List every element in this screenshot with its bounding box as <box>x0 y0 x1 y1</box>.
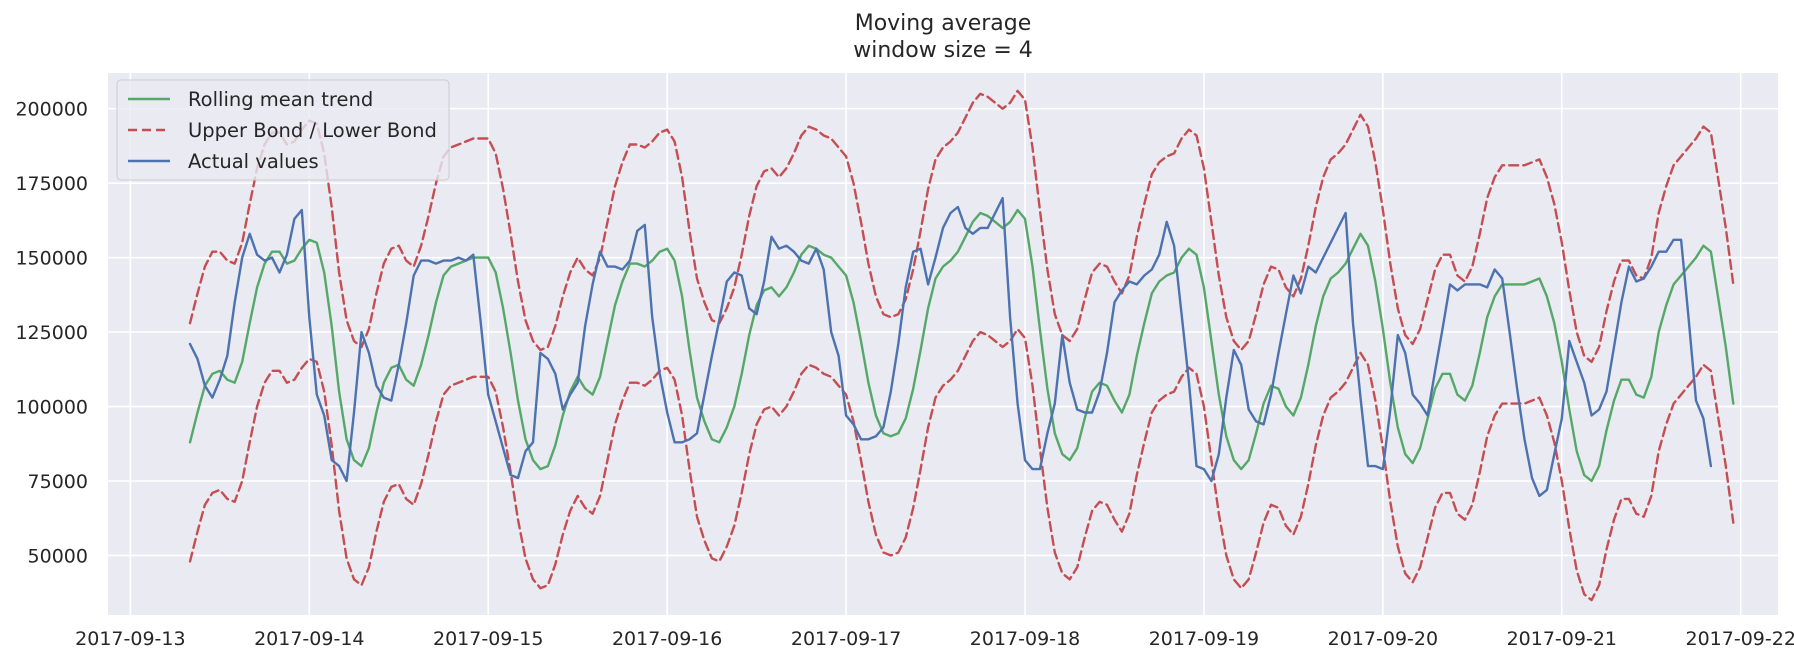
x-tick-label: 2017-09-14 <box>254 628 364 650</box>
x-axis-ticks: 2017-09-13 2017-09-14 2017-09-15 2017-09-16… <box>75 628 1794 650</box>
y-tick-label: 75000 <box>28 471 88 493</box>
y-tick-label: 200000 <box>15 99 88 121</box>
x-tick-label: 2017-09-21 <box>1507 628 1617 650</box>
legend-box <box>116 79 450 181</box>
legend-label-actual: Actual values <box>188 150 319 173</box>
x-tick-label: 2017-09-16 <box>612 628 722 650</box>
x-tick-label: 2017-09-22 <box>1686 628 1794 650</box>
x-tick-label: 2017-09-18 <box>970 628 1080 650</box>
actual-values-line <box>188 196 1713 498</box>
y-axis-ticks: 50000 75000 100000 125000 150000 175000 200000 <box>15 99 88 568</box>
lower-bond-line <box>188 327 1735 602</box>
x-tick-label: 2017-09-19 <box>1149 628 1259 650</box>
rolling-mean-line <box>188 208 1735 483</box>
legend-label-bonds: Upper Bond / Lower Bond <box>188 119 437 142</box>
legend-label-rolling-mean: Rolling mean trend <box>188 88 373 111</box>
x-tick-label: 2017-09-20 <box>1328 628 1438 650</box>
chart-subtitle: window size = 4 <box>853 38 1033 63</box>
x-tick-label: 2017-09-15 <box>433 628 543 650</box>
y-tick-label: 125000 <box>15 322 88 344</box>
chart-title: Moving average <box>855 11 1032 36</box>
legend: Rolling mean trend Upper Bond / Lower Bo… <box>116 79 450 181</box>
x-tick-label: 2017-09-17 <box>791 628 901 650</box>
x-tick-label: 2017-09-13 <box>75 628 185 650</box>
y-tick-label: 150000 <box>15 248 88 270</box>
y-tick-label: 50000 <box>28 545 88 567</box>
y-tick-label: 100000 <box>15 397 88 419</box>
grid <box>108 73 1778 615</box>
y-tick-label: 175000 <box>15 173 88 195</box>
